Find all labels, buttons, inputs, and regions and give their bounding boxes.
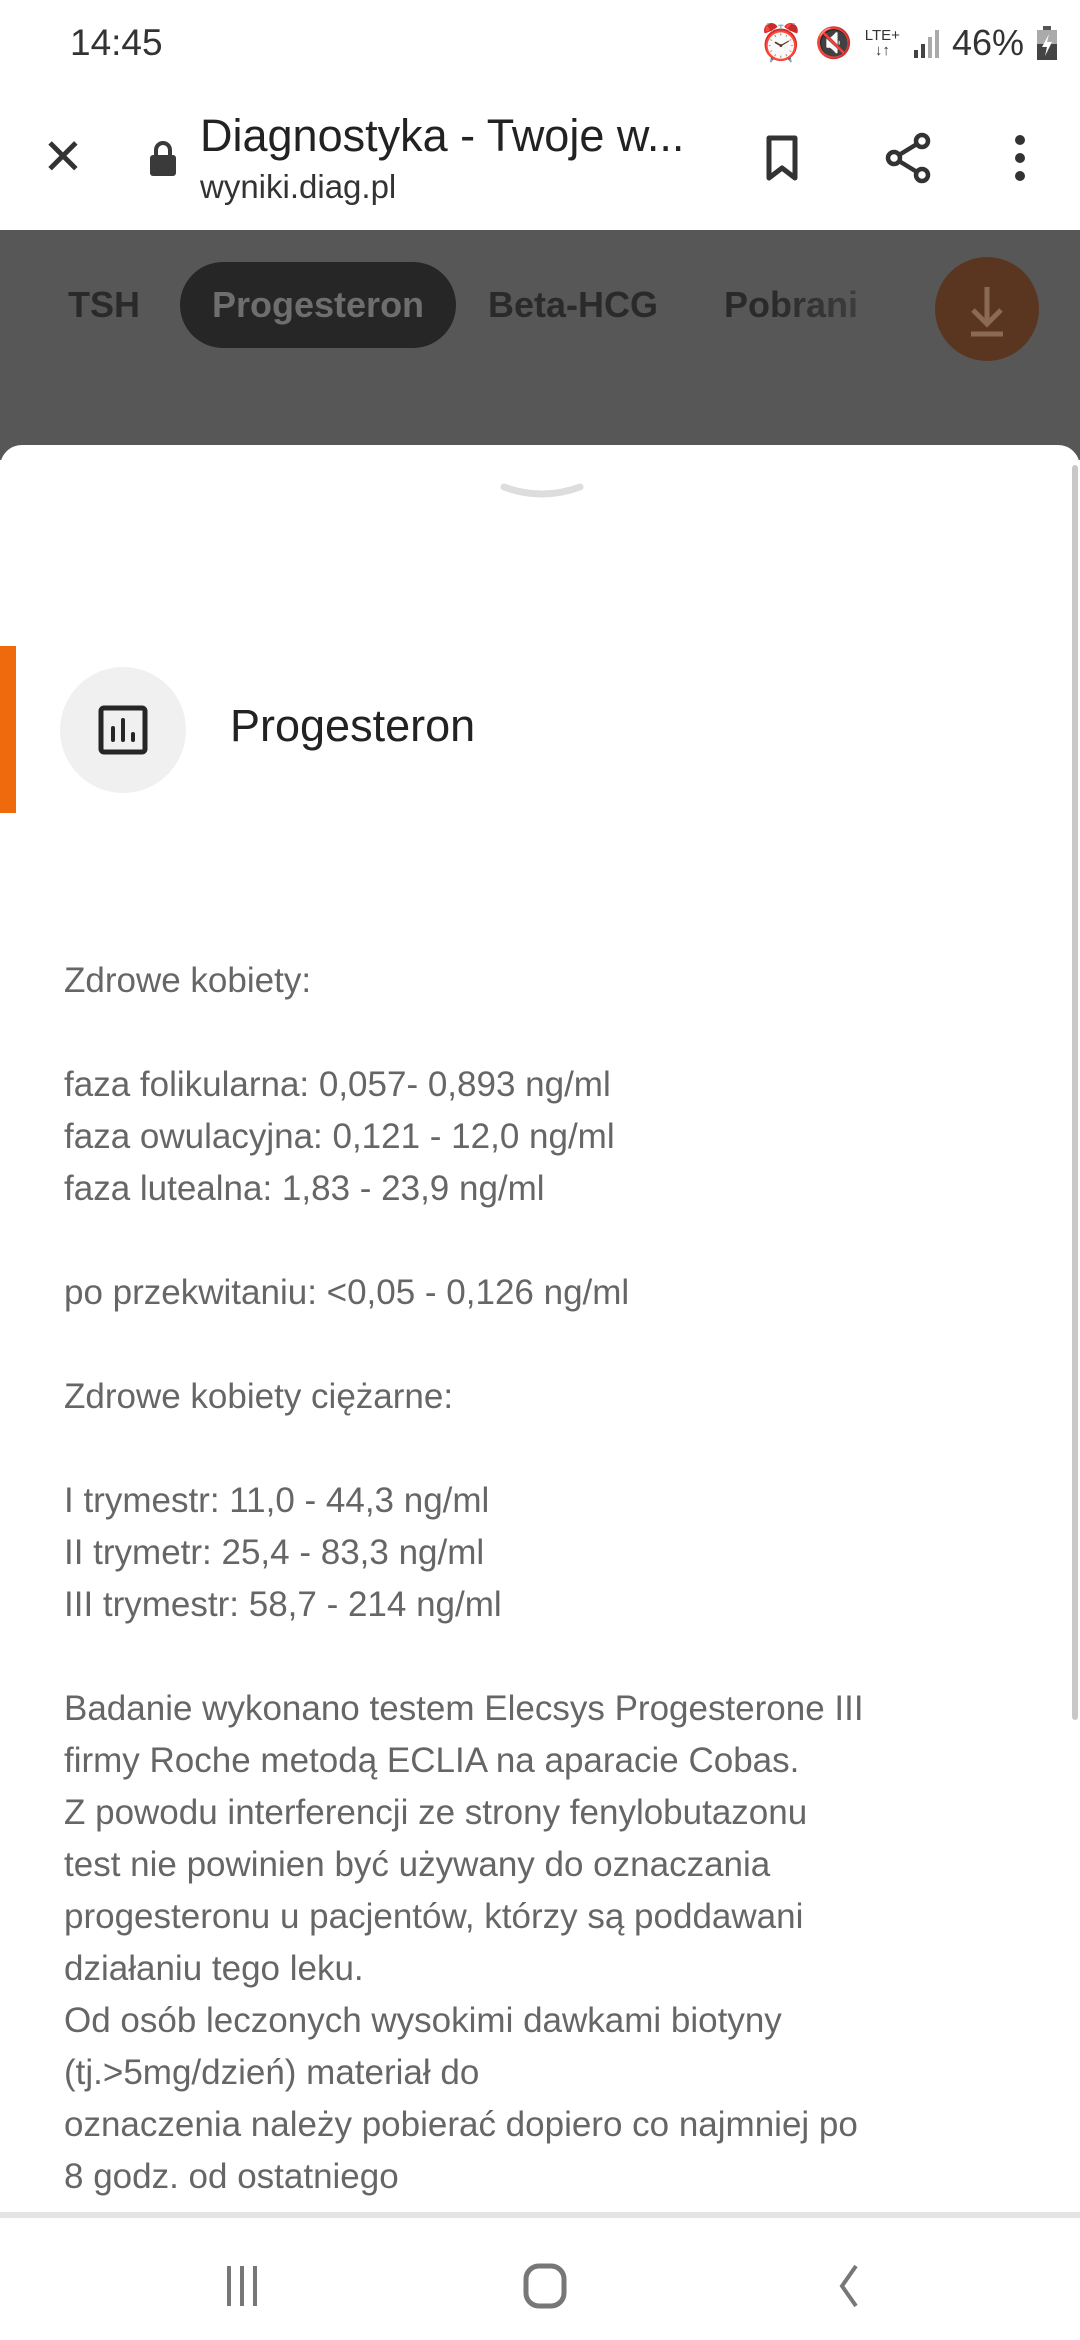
back-icon[interactable] bbox=[818, 2258, 878, 2314]
clock: 14:45 bbox=[70, 22, 163, 63]
text-line: Z powodu interferencji ze strony fenylob… bbox=[64, 1793, 808, 1832]
text-line: I trymestr: 11,0 - 44,3 ng/ml bbox=[64, 1481, 490, 1520]
text-line: progesteronu u pacjentów, którzy są podd… bbox=[64, 1897, 804, 1936]
bar-chart-icon bbox=[98, 705, 148, 755]
mute-vibrate-icon: 🔇 bbox=[815, 26, 853, 60]
home-icon[interactable] bbox=[515, 2258, 575, 2314]
text-line: III trymestr: 58,7 - 214 ng/ml bbox=[64, 1585, 502, 1624]
text-line: Badanie wykonano testem Elecsys Progeste… bbox=[64, 1689, 864, 1728]
text-line: faza owulacyjna: 0,121 - 12,0 ng/ml bbox=[64, 1117, 615, 1156]
lte-icon: LTE+ ↓↑ bbox=[864, 27, 900, 59]
bookmark-icon[interactable] bbox=[752, 128, 812, 188]
scrollbar[interactable] bbox=[1072, 465, 1078, 1720]
tab-pobrania[interactable]: Pobrani bbox=[724, 284, 859, 325]
text-line: (tj.>5mg/dzień) materiał do bbox=[64, 2053, 480, 2092]
page-title: Diagnostyka - Twoje w... bbox=[200, 110, 685, 161]
download-icon bbox=[971, 287, 1003, 337]
sheet-handle[interactable] bbox=[500, 481, 584, 501]
text-line: 8 godz. od ostatniego bbox=[64, 2157, 399, 2196]
text-line: po przekwitaniu: <0,05 - 0,126 ng/ml bbox=[64, 1273, 630, 1312]
more-options-icon[interactable] bbox=[990, 128, 1050, 188]
text-line: firmy Roche metodą ECLIA na aparacie Cob… bbox=[64, 1741, 800, 1780]
lock-icon bbox=[150, 141, 176, 176]
text-line: oznaczenia należy pobierać dopiero co na… bbox=[64, 2105, 858, 2144]
blank-line bbox=[64, 1631, 1004, 1683]
system-nav-bar bbox=[0, 2212, 1080, 2340]
network-type: LTE+ bbox=[864, 27, 900, 44]
share-icon[interactable] bbox=[878, 128, 938, 188]
tab-progesteron[interactable]: Progesteron bbox=[180, 262, 457, 348]
recent-apps-icon[interactable] bbox=[212, 2258, 272, 2314]
text-line: test nie powinien być używany do oznacza… bbox=[64, 1845, 771, 1884]
battery-charging-icon bbox=[1037, 26, 1057, 60]
text-line: działaniu tego leku. bbox=[64, 1949, 364, 1988]
accent-bar bbox=[0, 646, 16, 813]
test-icon-badge bbox=[60, 667, 186, 793]
text-line: faza lutealna: 1,83 - 23,9 ng/ml bbox=[64, 1169, 545, 1208]
blank-line bbox=[64, 1215, 1004, 1267]
blank-line bbox=[64, 1319, 1004, 1371]
tab-tsh[interactable]: TSH bbox=[68, 284, 140, 325]
text-line: Od osób leczonych wysokimi dawkami bioty… bbox=[64, 2001, 782, 2040]
close-icon[interactable]: ✕ bbox=[42, 129, 84, 185]
text-line: faza folikularna: 0,057- 0,893 ng/ml bbox=[64, 1065, 611, 1104]
tab-beta-hcg[interactable]: Beta-HCG bbox=[488, 284, 659, 325]
reference-ranges-text: Zdrowe kobiety: faza folikularna: 0,057- … bbox=[64, 955, 1004, 2203]
test-title: Progesteron bbox=[230, 700, 476, 751]
signal-icon bbox=[913, 30, 939, 58]
download-button[interactable] bbox=[935, 257, 1039, 361]
test-tabs: TSH Progesteron Beta-HCG Pobrani bbox=[0, 262, 1080, 348]
text-line: II trymetr: 25,4 - 83,3 ng/ml bbox=[64, 1533, 485, 1572]
text-line: Zdrowe kobiety: bbox=[64, 961, 312, 1000]
dimmed-background: TSH Progesteron Beta-HCG Pobrani bbox=[0, 230, 1080, 460]
page-url[interactable]: wyniki.diag.pl bbox=[200, 168, 397, 205]
text-line: Zdrowe kobiety ciężarne: bbox=[64, 1377, 454, 1416]
status-bar: 14:45 ⏰ 🔇 LTE+ ↓↑ 46% bbox=[0, 0, 1080, 84]
battery-level: 46% bbox=[951, 22, 1024, 63]
browser-toolbar: ✕ Diagnostyka - Twoje w... wyniki.diag.p… bbox=[0, 84, 1080, 230]
blank-line bbox=[64, 1007, 1004, 1059]
bottom-sheet: Progesteron Zdrowe kobiety: faza folikula… bbox=[0, 445, 1080, 2215]
blank-line bbox=[64, 1423, 1004, 1475]
alarm-icon: ⏰ bbox=[758, 22, 804, 63]
